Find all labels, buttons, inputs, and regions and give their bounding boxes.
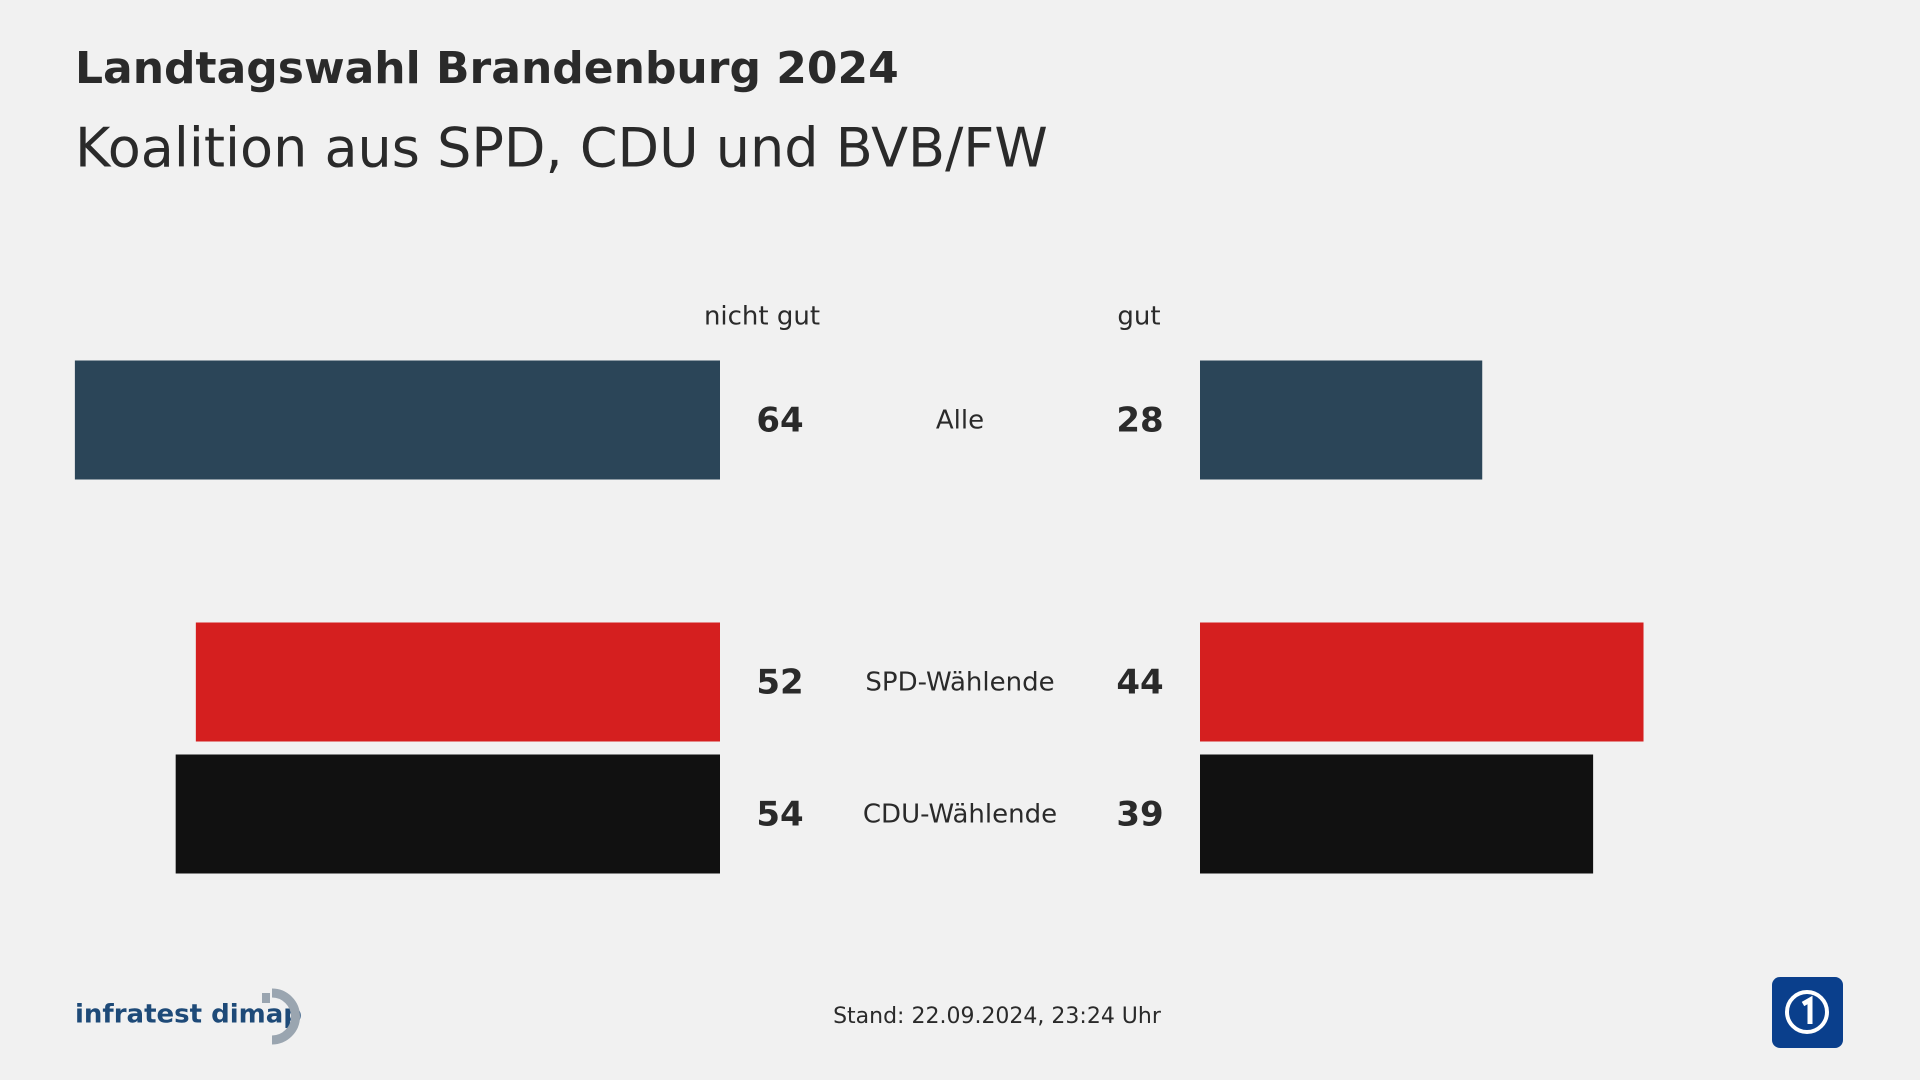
- source-logo-icon: [262, 988, 300, 1045]
- value-label: 54: [756, 795, 803, 835]
- chart-title: Landtagswahl Brandenburg 2024: [75, 43, 899, 94]
- category-label: SPD-Wählende: [865, 668, 1054, 698]
- broadcaster-logo: [1772, 977, 1843, 1048]
- source-logo: infratest dimap: [75, 1000, 302, 1030]
- category-label: Alle: [936, 406, 984, 436]
- legend-label: gut: [1117, 302, 1160, 332]
- bar: [1200, 360, 1483, 480]
- bar: [1200, 754, 1594, 874]
- value-label: 64: [756, 401, 803, 441]
- value-label: 28: [1116, 401, 1163, 441]
- value-label: 52: [756, 663, 803, 703]
- bar: [195, 622, 721, 742]
- value-label: 39: [1116, 795, 1163, 835]
- bar: [175, 754, 720, 874]
- value-label: 44: [1116, 663, 1163, 703]
- bar: [1200, 622, 1644, 742]
- footer: Stand: 22.09.2024, 23:24 Uhr: [833, 1004, 1162, 1029]
- legend-label: nicht gut: [704, 302, 820, 332]
- chart-subtitle: Koalition aus SPD, CDU und BVB/FW: [75, 117, 1048, 180]
- category-label: CDU-Wählende: [863, 800, 1057, 830]
- bar: [74, 360, 720, 480]
